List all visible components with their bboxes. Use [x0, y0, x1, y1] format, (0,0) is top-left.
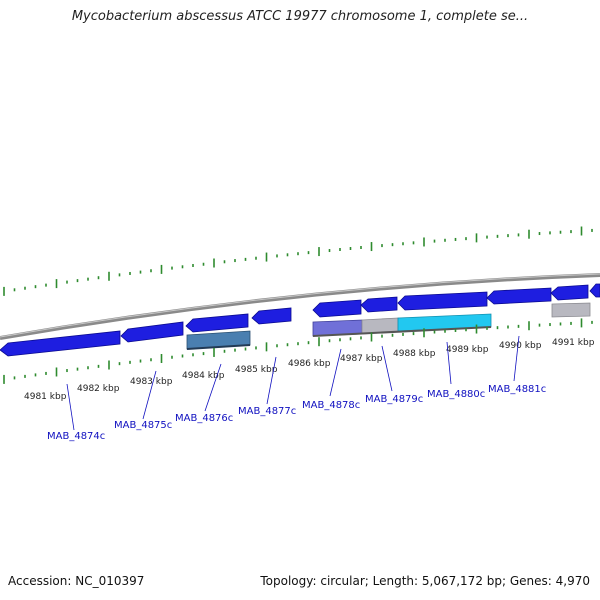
gene-arrow[interactable]: [550, 284, 589, 301]
kbp-label: 4983 kbp: [130, 377, 173, 387]
genome-backbone-highlight: [0, 273, 600, 338]
kbp-label: 4990 kbp: [499, 341, 542, 351]
kbp-label: 4985 kbp: [235, 365, 278, 375]
feature-bar-edge: [186, 344, 251, 350]
leader-line: [513, 335, 520, 382]
gene-arrow[interactable]: [360, 296, 398, 313]
kbp-label: 4986 kbp: [288, 359, 331, 369]
inner-tick-track: [3, 318, 593, 384]
gene-arrow[interactable]: [397, 291, 488, 311]
outer-tick-track: [3, 226, 593, 296]
gene-label-mab-4880c[interactable]: MAB_4880c: [427, 389, 485, 400]
leader-line: [204, 363, 222, 412]
gene-arrow[interactable]: [312, 299, 362, 318]
leader-line: [142, 370, 157, 420]
feature-bar-edge: [312, 326, 492, 337]
gene-label-mab-4877c[interactable]: MAB_4877c: [238, 406, 296, 417]
gene-label-mab-4876c[interactable]: MAB_4876c: [175, 413, 233, 424]
gene-arrow[interactable]: [589, 283, 600, 298]
gene-label-mab-4878c[interactable]: MAB_4878c: [302, 400, 360, 411]
gene-label-mab-4881c[interactable]: MAB_4881c: [488, 384, 546, 395]
gene-arrow[interactable]: [251, 307, 292, 325]
kbp-label: 4991 kbp: [552, 338, 595, 348]
accession-text: Accession: NC_010397: [8, 574, 145, 588]
feature-bar[interactable]: [551, 302, 591, 318]
kbp-label: 4987 kbp: [340, 354, 383, 364]
genome-summary-text: Topology: circular; Length: 5,067,172 bp…: [260, 574, 590, 588]
feature-track: [186, 302, 591, 350]
gene-label-mab-4879c[interactable]: MAB_4879c: [365, 394, 423, 405]
leader-line: [329, 348, 342, 397]
gene-arrow[interactable]: [120, 321, 184, 343]
kbp-label: 4984 kbp: [182, 371, 225, 381]
map-title: Mycobacterium abscessus ATCC 19977 chrom…: [71, 9, 529, 24]
kbp-scale: 4981 kbp 4982 kbp 4983 kbp 4984 kbp 4985…: [24, 338, 595, 402]
genome-backbone: [0, 273, 600, 340]
gene-arrow[interactable]: [185, 313, 249, 333]
leader-line: [66, 383, 75, 431]
leader-line: [266, 356, 277, 405]
gene-track: [0, 283, 600, 357]
kbp-label: 4982 kbp: [77, 384, 120, 394]
gene-labels: MAB_4874c MAB_4875c MAB_4876c MAB_4877c …: [47, 335, 546, 442]
gene-label-mab-4875c[interactable]: MAB_4875c: [114, 420, 172, 431]
leader-line: [381, 345, 393, 392]
kbp-label: 4989 kbp: [446, 345, 489, 355]
gene-arrow[interactable]: [0, 330, 121, 357]
leader-line: [446, 341, 452, 385]
kbp-label: 4988 kbp: [393, 349, 436, 359]
gene-label-mab-4874c[interactable]: MAB_4874c: [47, 431, 105, 442]
gene-arrow[interactable]: [486, 287, 552, 305]
kbp-label: 4981 kbp: [24, 392, 67, 402]
